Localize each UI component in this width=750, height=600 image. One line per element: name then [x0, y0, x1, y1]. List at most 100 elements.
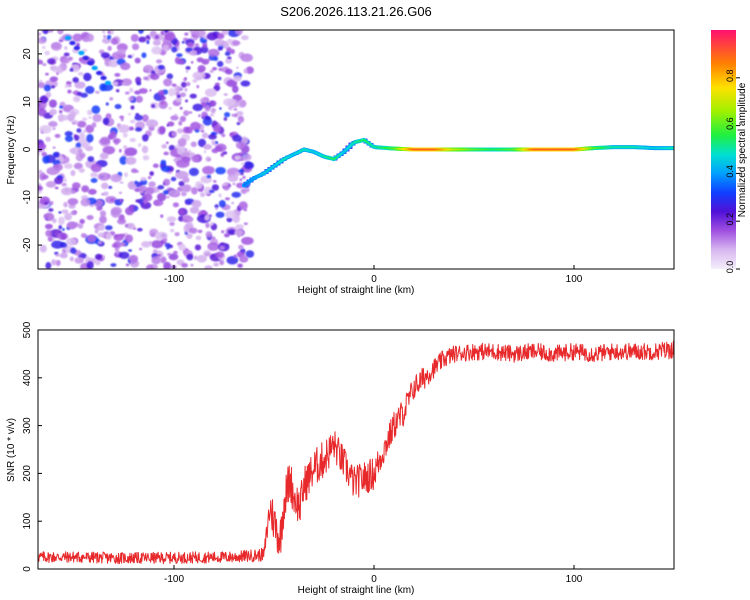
noise-blob: [127, 112, 132, 116]
noise-blob: [105, 102, 109, 106]
noise-blob: [178, 180, 185, 187]
noise-blob: [62, 228, 65, 231]
noise-blob: [129, 137, 137, 143]
noise-streak-blob: [78, 50, 85, 56]
noise-blob: [241, 254, 248, 262]
colorbar-gradient: [711, 30, 736, 269]
noise-blob: [209, 189, 215, 194]
noise-blob: [128, 249, 133, 252]
snr-x-axis-label: Height of straight line (km): [298, 585, 415, 596]
noise-blob: [38, 169, 43, 175]
noise-blob: [190, 141, 197, 148]
noise-blob: [64, 84, 69, 89]
noise-blob: [214, 39, 225, 47]
noise-blob: [190, 263, 194, 267]
noise-blob: [60, 233, 67, 240]
noise-blob: [45, 136, 51, 142]
noise-blob: [232, 40, 241, 46]
noise-blob: [214, 32, 225, 40]
noise-blob: [176, 94, 181, 99]
noise-blob: [72, 91, 76, 94]
noise-blob: [243, 208, 248, 212]
noise-blob: [233, 254, 238, 258]
noise-blob: [188, 167, 199, 177]
y-tick-label: 0: [22, 566, 33, 572]
noise-blob: [41, 45, 46, 50]
noise-blob: [177, 138, 187, 147]
noise-blob: [204, 252, 211, 257]
noise-blob: [160, 214, 164, 218]
noise-blob: [70, 222, 79, 228]
noise-blob: [79, 218, 85, 225]
noise-blob: [131, 53, 135, 57]
noise-blob: [86, 214, 94, 221]
noise-blob: [176, 53, 183, 58]
noise-blob: [124, 91, 130, 95]
noise-blob: [102, 117, 110, 126]
noise-blob: [91, 105, 101, 114]
noise-blob: [223, 233, 230, 238]
noise-blob: [100, 52, 110, 59]
noise-blob: [232, 134, 242, 142]
noise-blob: [240, 80, 251, 87]
noise-blob: [204, 115, 210, 120]
noise-blob: [124, 147, 138, 157]
noise-blob: [72, 95, 81, 103]
noise-blob: [224, 58, 232, 64]
noise-blob: [205, 231, 213, 238]
noise-blob: [210, 221, 214, 226]
noise-blob: [234, 172, 241, 176]
noise-blob: [164, 30, 169, 34]
noise-blob: [76, 128, 82, 133]
spectrogram-y-ticks: -20 -10 0 10 20: [22, 48, 42, 252]
noise-blob: [223, 185, 230, 191]
noise-blob: [175, 96, 183, 103]
noise-blob: [138, 36, 147, 43]
noise-blob: [61, 114, 69, 121]
noise-streak-blob: [82, 55, 89, 61]
noise-blob: [185, 66, 191, 70]
noise-blob: [138, 88, 148, 94]
noise-blob: [195, 235, 202, 241]
noise-blob: [182, 214, 191, 220]
noise-blob: [223, 116, 228, 121]
noise-blob: [245, 66, 254, 74]
noise-blob: [214, 204, 219, 208]
noise-blob: [191, 155, 200, 163]
noise-blob: [64, 46, 68, 50]
noise-blob: [151, 256, 162, 265]
noise-blob: [114, 103, 122, 110]
noise-blob: [123, 172, 129, 178]
noise-blob: [74, 257, 84, 264]
noise-blob: [234, 229, 244, 237]
noise-blob: [223, 93, 228, 96]
spectrogram-x-axis-label: Height of straight line (km): [298, 285, 415, 296]
noise-blob: [81, 117, 88, 121]
noise-blob: [151, 46, 163, 55]
noise-blob: [222, 151, 228, 155]
noise-blob: [160, 100, 166, 105]
noise-blob: [163, 151, 169, 156]
noise-blob: [222, 183, 226, 187]
noise-blob: [190, 121, 201, 131]
noise-blob: [82, 129, 87, 133]
noise-blob: [86, 261, 94, 269]
noise-blob: [64, 135, 74, 142]
noise-blob: [221, 30, 229, 36]
noise-blob: [189, 49, 198, 56]
noise-blob: [137, 143, 142, 147]
noise-blob: [42, 174, 49, 180]
noise-blob: [233, 113, 238, 118]
x-tick-label: 100: [566, 274, 583, 285]
noise-blob: [210, 236, 216, 240]
noise-blob: [157, 185, 165, 190]
noise-blob: [77, 72, 84, 76]
noise-blob: [236, 66, 239, 69]
noise-blob: [53, 69, 56, 73]
noise-blob: [157, 192, 167, 202]
noise-blob: [171, 46, 178, 53]
noise-blob: [95, 260, 101, 266]
noise-blob: [119, 156, 128, 165]
noise-blob: [74, 134, 80, 141]
